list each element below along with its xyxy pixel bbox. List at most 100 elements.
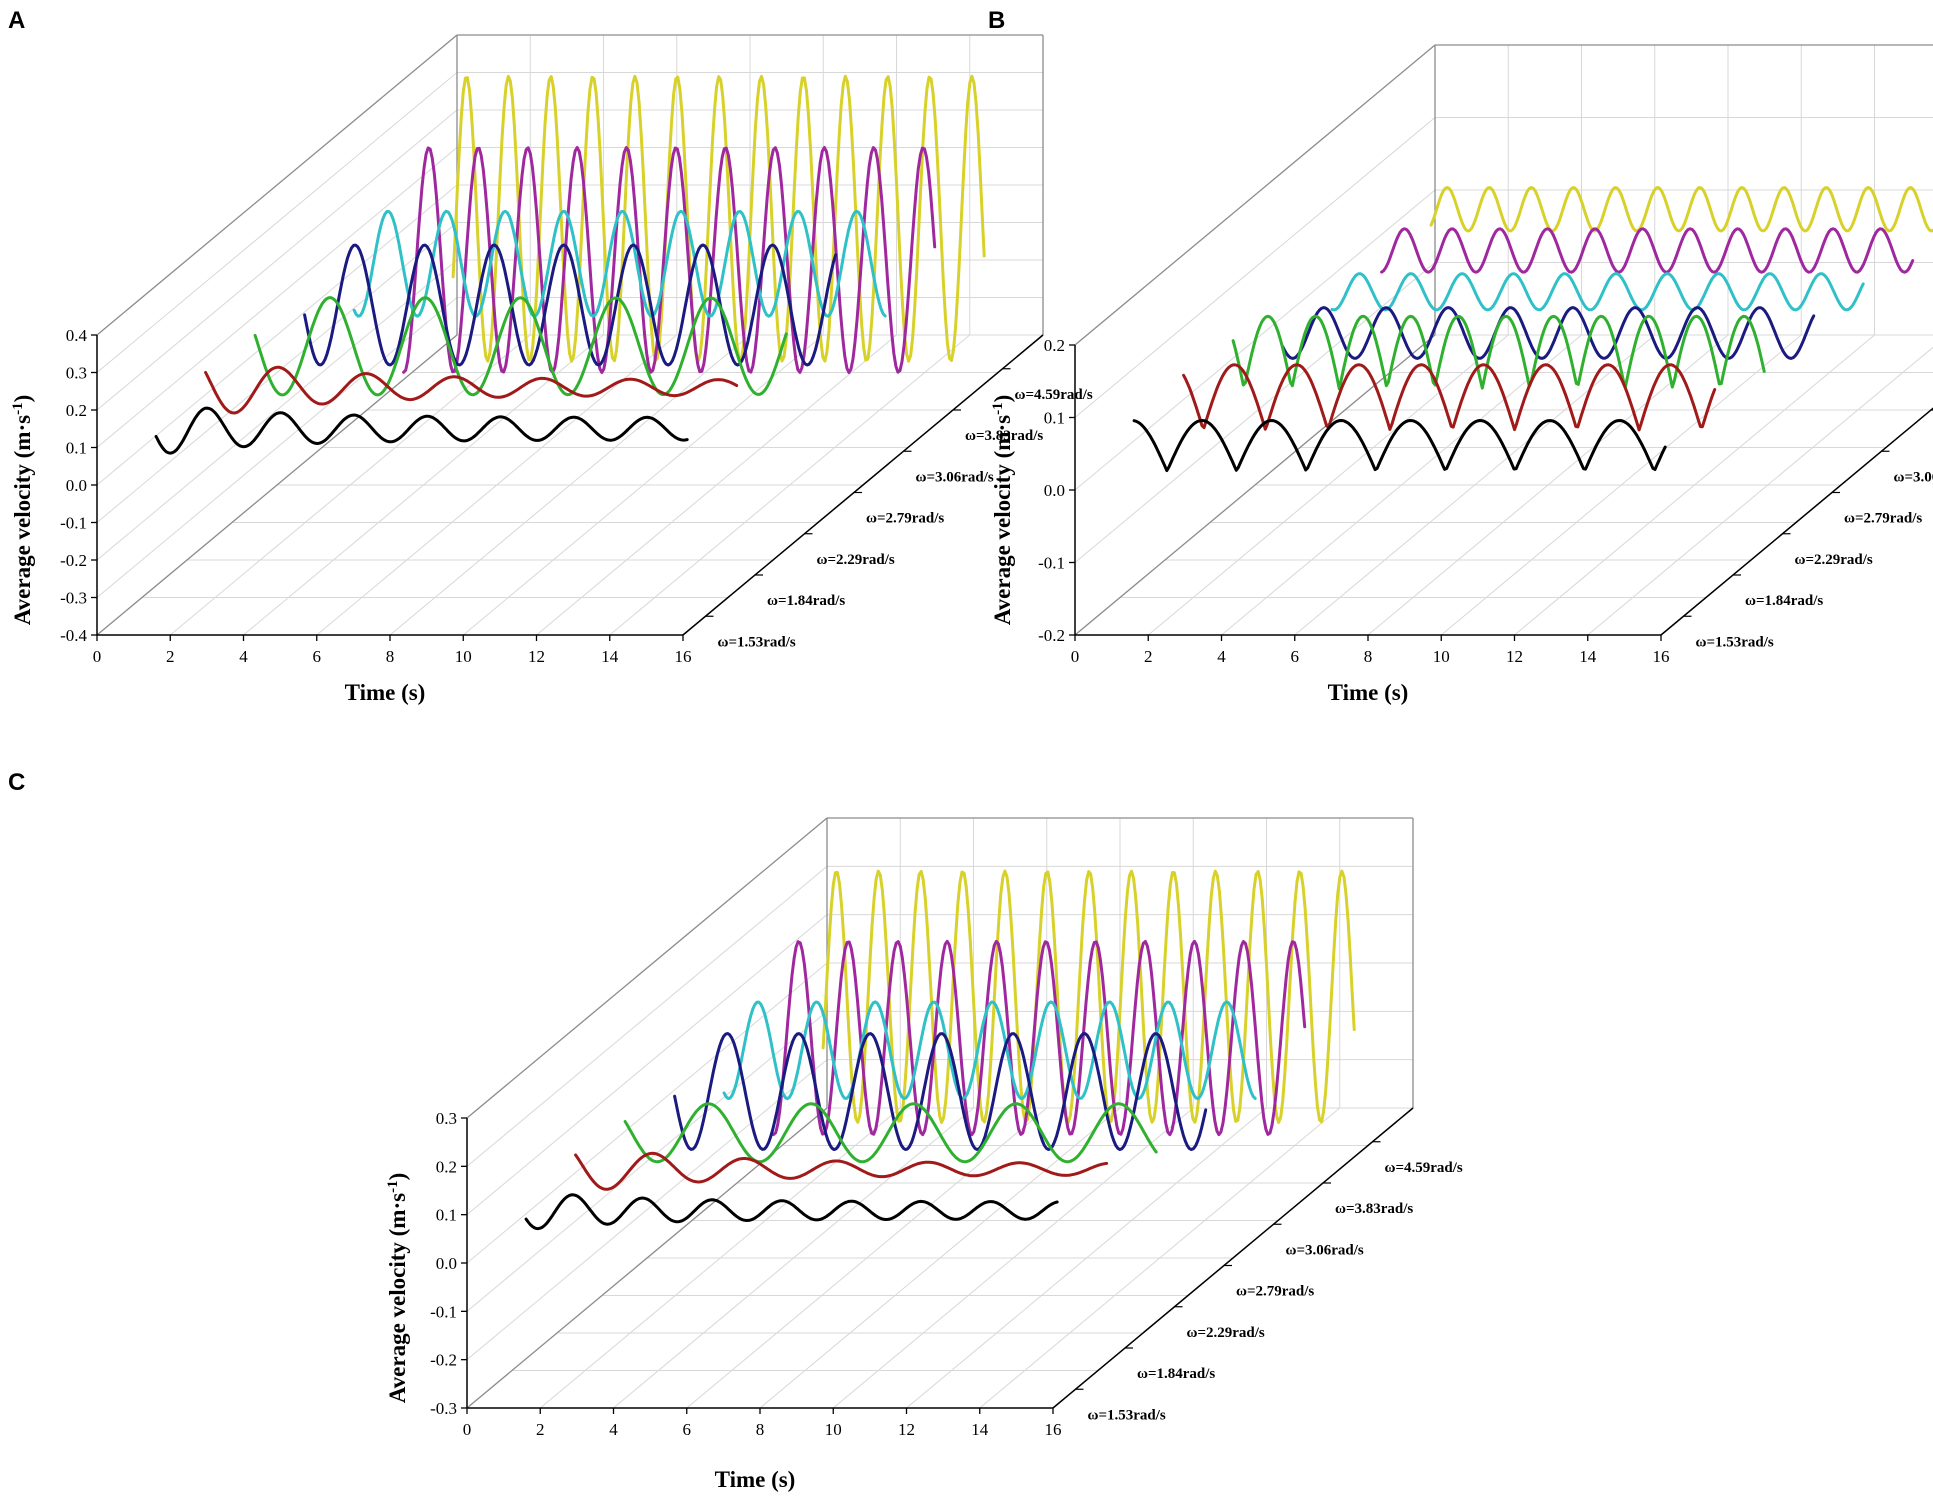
y-tick-label: 0.1 (1044, 409, 1065, 428)
y-axis-label-base: Average velocity (m·s (990, 415, 1015, 625)
series-label: ω=4.59rad/s (1385, 1160, 1463, 1176)
series-label: ω=1.53rad/s (1696, 634, 1774, 650)
x-tick-label: 2 (536, 1420, 545, 1439)
y-tick-label: -0.2 (60, 551, 87, 570)
y-tick-label: 0.2 (436, 1157, 457, 1176)
side-grid-line (96, 147, 458, 448)
panel-a: A 0 2 4 6 8 10 12 14 16 -0.4 -0.3 -0.2 -0.1 0.0 0.1 0.2 0… (8, 7, 1093, 705)
side-grid-line (466, 1010, 828, 1312)
series-line (204, 365, 739, 415)
y-tick-label: 0.1 (66, 439, 87, 458)
series-line (1429, 186, 1933, 233)
series-label: ω=2.79rad/s (1236, 1284, 1314, 1300)
x-tick-label: 8 (756, 1420, 765, 1439)
side-grid-line (96, 109, 458, 411)
frame-edge (96, 334, 458, 636)
series-label: ω=3.06rad/s (916, 469, 994, 485)
series-line (673, 1032, 1208, 1151)
series-label: ω=2.29rad/s (1187, 1325, 1265, 1341)
y-tick-label: -0.1 (430, 1302, 457, 1321)
frame-edge (1074, 44, 1436, 346)
y-axis-label-base: Average velocity (m·s (385, 1193, 410, 1403)
x-tick-label: 4 (609, 1420, 618, 1439)
x-tick-label: 8 (386, 647, 395, 666)
y-tick-label: 0.0 (436, 1254, 457, 1273)
y-axis-label-sup: -1 (10, 402, 26, 415)
x-tick-label: 14 (971, 1420, 989, 1439)
depth-axis (1052, 1107, 1414, 1409)
x-tick-label: 0 (93, 647, 102, 666)
side-grid-line (1074, 262, 1436, 563)
y-axis-label: Average velocity (m·s-1) (385, 1173, 410, 1404)
x-tick-label: 4 (239, 647, 248, 666)
x-tick-label: 2 (166, 647, 175, 666)
y-tick-label: 0.2 (1044, 336, 1065, 355)
x-tick-label: 16 (1045, 1420, 1062, 1439)
x-tick-label: 0 (463, 1420, 472, 1439)
series-label: ω=2.79rad/s (866, 511, 944, 527)
x-tick-label: 16 (675, 647, 692, 666)
x-tick-label: 12 (1506, 647, 1523, 666)
series-line (253, 296, 788, 397)
x-axis-label: Time (s) (345, 680, 426, 705)
series-label: ω=4.59rad/s (1015, 387, 1093, 403)
panel-letter: C (8, 769, 25, 796)
series-line (722, 1000, 1257, 1101)
panel-c: C 0 2 4 6 8 10 12 14 16 -0.3 -0.2 -0.1 0.0 0.1 0.2 0.3 Ti… (8, 769, 1463, 1492)
series-label: ω=3.83rad/s (1335, 1201, 1413, 1217)
y-tick-label: -0.2 (1038, 626, 1065, 645)
series-line (451, 74, 986, 363)
series-label: ω=1.84rad/s (1745, 593, 1823, 609)
frame-edge (466, 817, 828, 1119)
x-tick-label: 2 (1144, 647, 1153, 666)
series-label: ω=3.83rad/s (965, 428, 1043, 444)
series-line (1182, 363, 1717, 432)
y-tick-label: 0.0 (1044, 481, 1065, 500)
y-tick-label: -0.3 (430, 1399, 457, 1418)
y-axis-label-close: ) (385, 1173, 410, 1181)
series-line (1281, 306, 1816, 360)
y-axis-label-base: Average velocity (m·s (10, 415, 35, 625)
series-line (1330, 272, 1865, 312)
series-line (352, 209, 887, 318)
series-line (524, 1193, 1059, 1231)
series-label: ω=1.84rad/s (767, 593, 845, 609)
x-tick-label: 10 (455, 647, 472, 666)
x-axis-label: Time (s) (715, 1467, 796, 1492)
series-label: ω=2.79rad/s (1844, 511, 1922, 527)
y-tick-label: 0.0 (66, 476, 87, 495)
x-tick-label: 14 (1579, 647, 1597, 666)
panel-b: B 0 2 4 6 8 10 12 14 16 -0.2 -0.1 0.0 0.1 0.2 Time (s) A… (988, 7, 1933, 705)
side-grid-line (1074, 117, 1436, 418)
depth-axis (1660, 407, 1933, 636)
y-tick-label: -0.1 (1038, 554, 1065, 573)
y-tick-label: 0.3 (436, 1109, 457, 1128)
x-tick-label: 0 (1071, 647, 1080, 666)
series-label: ω=3.06rad/s (1286, 1242, 1364, 1258)
series-label: ω=1.53rad/s (1088, 1407, 1166, 1423)
frame-edge (96, 34, 458, 336)
y-tick-label: -0.4 (60, 626, 87, 645)
series-line (303, 243, 838, 367)
x-tick-label: 12 (898, 1420, 915, 1439)
y-axis-label-close: ) (10, 395, 35, 403)
y-tick-label: -0.1 (60, 514, 87, 533)
x-tick-label: 10 (1433, 647, 1450, 666)
side-grid-line (466, 865, 828, 1167)
x-tick-label: 6 (313, 647, 322, 666)
x-tick-label: 16 (1653, 647, 1670, 666)
series-line (154, 406, 689, 455)
x-tick-label: 6 (1291, 647, 1300, 666)
series-line (1231, 314, 1766, 391)
y-tick-label: 0.3 (66, 364, 87, 383)
series-label: ω=3.06rad/s (1894, 469, 1933, 485)
series-line (574, 1151, 1109, 1191)
depth-axis (682, 334, 1044, 636)
x-tick-label: 6 (683, 1420, 692, 1439)
y-axis-label: Average velocity (m·s-1) (990, 395, 1015, 626)
side-grid-line (466, 914, 828, 1216)
series-line (821, 869, 1356, 1124)
panel-letter: B (988, 7, 1005, 34)
series-line (1380, 227, 1915, 274)
